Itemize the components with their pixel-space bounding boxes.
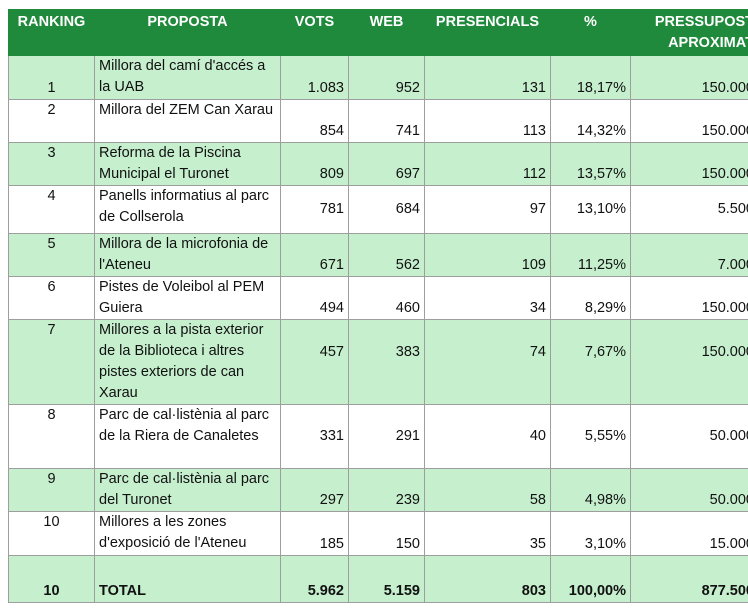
presencials-cell: 34 <box>424 276 551 320</box>
proposta-cell: Millora del ZEM Can Xarau <box>94 99 281 143</box>
total-presencials: 803 <box>424 555 551 603</box>
proposta-cell: Millora del camí d'accés a la UAB <box>94 55 281 100</box>
percent-cell: 11,25% <box>550 233 631 277</box>
table-row: 7 Millores a la pista exterior de la Bib… <box>8 319 748 405</box>
proposta-cell: Parc de cal·listènia al parc de la Riera… <box>94 404 281 469</box>
proposta-cell: Reforma de la Piscina Municipal el Turon… <box>94 142 281 186</box>
table-row: 10 Millores a les zones d'exposició de l… <box>8 511 748 556</box>
vots-cell: 854 <box>280 99 349 143</box>
header-proposta: PROPOSTA <box>94 9 281 56</box>
rank-cell: 10 <box>8 511 95 556</box>
percent-cell: 5,55% <box>550 404 631 469</box>
table-body: 1 Millora del camí d'accés a la UAB 1.08… <box>8 55 748 556</box>
table-row: 2 Millora del ZEM Can Xarau 854 741 113 … <box>8 99 748 143</box>
web-cell: 150 <box>348 511 425 556</box>
total-vots: 5.962 <box>280 555 349 603</box>
rank-cell: 5 <box>8 233 95 277</box>
pressupost-cell: 5.500 <box>630 185 748 234</box>
proposta-cell: Pistes de Voleibol al PEM Guiera <box>94 276 281 320</box>
presencials-cell: 58 <box>424 468 551 512</box>
proposta-cell: Parc de cal·listènia al parc del Turonet <box>94 468 281 512</box>
percent-cell: 13,10% <box>550 185 631 234</box>
results-table: RANKING PROPOSTA VOTS WEB PRESENCIALS % … <box>8 9 748 603</box>
percent-cell: 14,32% <box>550 99 631 143</box>
header-row: RANKING PROPOSTA VOTS WEB PRESENCIALS % … <box>8 9 748 56</box>
rank-cell: 4 <box>8 185 95 234</box>
rank-cell: 7 <box>8 319 95 405</box>
header-percent: % <box>550 9 631 56</box>
proposta-cell: Panells informatius al parc de Collserol… <box>94 185 281 234</box>
pressupost-cell: 150.000 <box>630 276 748 320</box>
header-web: WEB <box>348 9 425 56</box>
vots-cell: 457 <box>280 319 349 405</box>
rank-cell: 8 <box>8 404 95 469</box>
total-percent: 100,00% <box>550 555 631 603</box>
presencials-cell: 97 <box>424 185 551 234</box>
web-cell: 460 <box>348 276 425 320</box>
vots-cell: 185 <box>280 511 349 556</box>
rank-cell: 1 <box>8 55 95 100</box>
vots-cell: 781 <box>280 185 349 234</box>
pressupost-cell: 7.000 <box>630 233 748 277</box>
rank-cell: 6 <box>8 276 95 320</box>
web-cell: 239 <box>348 468 425 512</box>
presencials-cell: 40 <box>424 404 551 469</box>
vots-cell: 809 <box>280 142 349 186</box>
table-row: 8 Parc de cal·listènia al parc de la Rie… <box>8 404 748 469</box>
presencials-cell: 74 <box>424 319 551 405</box>
table-row: 5 Millora de la microfonia de l'Ateneu 6… <box>8 233 748 277</box>
rank-cell: 2 <box>8 99 95 143</box>
total-rank-cell: 10 <box>8 555 95 603</box>
percent-cell: 13,57% <box>550 142 631 186</box>
total-web: 5.159 <box>348 555 425 603</box>
table-row: 6 Pistes de Voleibol al PEM Guiera 494 4… <box>8 276 748 320</box>
presencials-cell: 112 <box>424 142 551 186</box>
percent-cell: 4,98% <box>550 468 631 512</box>
vots-cell: 331 <box>280 404 349 469</box>
header-vots: VOTS <box>280 9 349 56</box>
web-cell: 684 <box>348 185 425 234</box>
pressupost-cell: 150.000 <box>630 319 748 405</box>
pressupost-cell: 150.000 <box>630 55 748 100</box>
percent-cell: 7,67% <box>550 319 631 405</box>
proposta-cell: Millores a la pista exterior de la Bibli… <box>94 319 281 405</box>
web-cell: 952 <box>348 55 425 100</box>
pressupost-cell: 50.000 <box>630 404 748 469</box>
percent-cell: 18,17% <box>550 55 631 100</box>
presencials-cell: 109 <box>424 233 551 277</box>
rank-cell: 3 <box>8 142 95 186</box>
header-pressupost: PRESSUPOST APROXIMAT <box>630 9 748 56</box>
web-cell: 291 <box>348 404 425 469</box>
total-row: 10 TOTAL 5.962 5.159 803 100,00% 877.500 <box>8 555 748 603</box>
header-presencials: PRESENCIALS <box>424 9 551 56</box>
vots-cell: 671 <box>280 233 349 277</box>
pressupost-cell: 150.000 <box>630 142 748 186</box>
rank-cell: 9 <box>8 468 95 512</box>
presencials-cell: 131 <box>424 55 551 100</box>
table-row: 9 Parc de cal·listènia al parc del Turon… <box>8 468 748 512</box>
presencials-cell: 35 <box>424 511 551 556</box>
total-pressupost: 877.500 <box>630 555 748 603</box>
web-cell: 697 <box>348 142 425 186</box>
table-row: 1 Millora del camí d'accés a la UAB 1.08… <box>8 55 748 100</box>
total-label: TOTAL <box>94 555 281 603</box>
table-row: 3 Reforma de la Piscina Municipal el Tur… <box>8 142 748 186</box>
percent-cell: 8,29% <box>550 276 631 320</box>
proposta-cell: Millora de la microfonia de l'Ateneu <box>94 233 281 277</box>
pressupost-cell: 50.000 <box>630 468 748 512</box>
pressupost-cell: 150.000 <box>630 99 748 143</box>
percent-cell: 3,10% <box>550 511 631 556</box>
presencials-cell: 113 <box>424 99 551 143</box>
vots-cell: 297 <box>280 468 349 512</box>
proposta-cell: Millores a les zones d'exposició de l'At… <box>94 511 281 556</box>
web-cell: 741 <box>348 99 425 143</box>
header-ranking: RANKING <box>8 9 95 56</box>
vots-cell: 1.083 <box>280 55 349 100</box>
table-row: 4 Panells informatius al parc de Collser… <box>8 185 748 234</box>
pressupost-cell: 15.000 <box>630 511 748 556</box>
web-cell: 383 <box>348 319 425 405</box>
vots-cell: 494 <box>280 276 349 320</box>
web-cell: 562 <box>348 233 425 277</box>
